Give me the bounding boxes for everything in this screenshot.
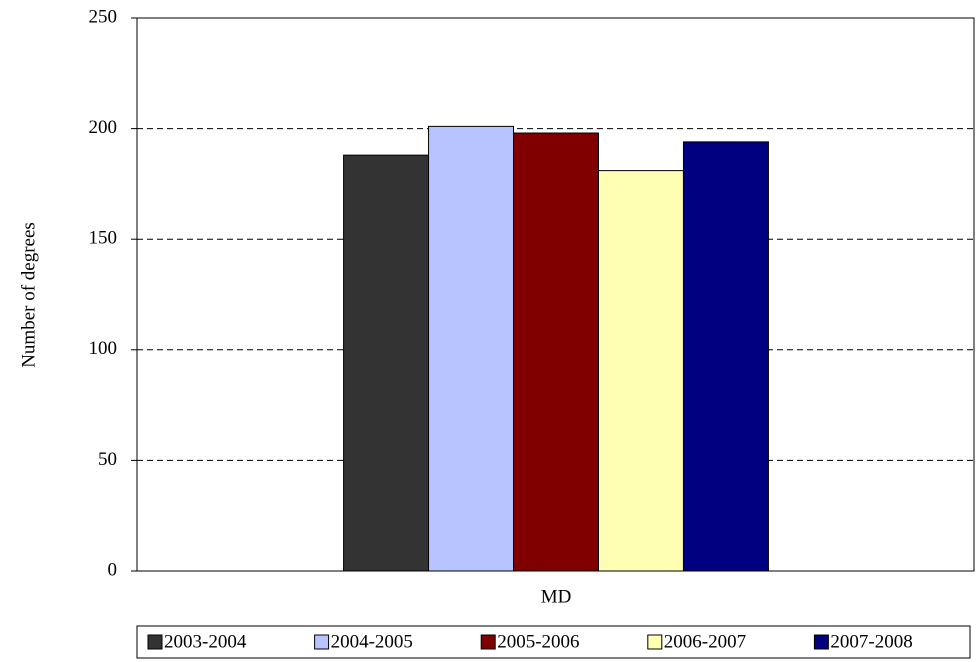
legend-box bbox=[136, 625, 971, 659]
legend-swatch bbox=[147, 634, 163, 650]
bar bbox=[428, 125, 515, 572]
legend-label: 2003-2004 bbox=[164, 631, 247, 652]
y-tick-label: 250 bbox=[89, 6, 118, 27]
y-tick-label: 0 bbox=[108, 559, 118, 580]
legend-swatch bbox=[314, 634, 330, 650]
legend-label: 2005-2006 bbox=[497, 631, 579, 652]
legend-swatch bbox=[480, 634, 496, 650]
y-tick-label: 200 bbox=[89, 117, 118, 138]
plot-border bbox=[136, 17, 975, 572]
y-tick-label: 50 bbox=[98, 449, 117, 470]
legend-label: 2006-2007 bbox=[664, 631, 746, 652]
y-tick-label: 100 bbox=[89, 338, 118, 359]
x-tick-label: MD bbox=[541, 586, 572, 607]
legend-label: 2004-2005 bbox=[331, 631, 413, 652]
bar bbox=[513, 132, 599, 572]
bar bbox=[682, 141, 769, 572]
y-axis-label: Number of degrees bbox=[18, 222, 39, 368]
bar bbox=[597, 170, 684, 572]
legend-label: 2007-2008 bbox=[830, 631, 912, 652]
legend-swatch bbox=[813, 634, 829, 650]
bar bbox=[343, 154, 430, 572]
legend-swatch bbox=[647, 634, 663, 650]
y-tick-label: 150 bbox=[89, 228, 118, 249]
